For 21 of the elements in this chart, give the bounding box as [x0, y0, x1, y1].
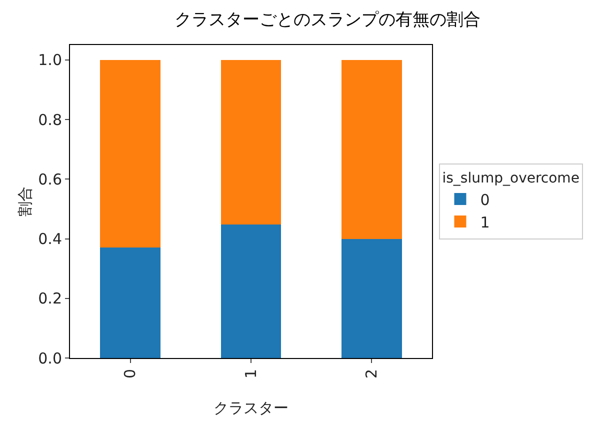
y-tick-label: 0.0 — [38, 349, 62, 368]
x-tick-label: 2 — [362, 369, 381, 379]
bar — [342, 60, 402, 239]
bar — [342, 238, 402, 358]
bar — [220, 60, 282, 224]
y-tick-label: 0.4 — [38, 230, 62, 248]
bar — [100, 247, 160, 358]
x-tick-label: 1 — [242, 369, 260, 379]
legend-title: is_slump_overcome — [442, 170, 580, 187]
y-tick-label: 0.2 — [38, 290, 62, 308]
legend-label: 1 — [480, 213, 490, 232]
bar — [100, 60, 160, 248]
chart-title: クラスターごとのスランプの有無の割合 — [174, 10, 480, 30]
x-axis-title: クラスター — [214, 399, 288, 417]
bar — [220, 224, 282, 358]
legend-label: 0 — [480, 190, 490, 209]
y-axis-title: 割合 — [16, 186, 34, 216]
y-tick-label: 0.8 — [38, 110, 62, 129]
y-tick-label: 1.0 — [38, 51, 62, 70]
x-tick-label: 0 — [121, 369, 140, 379]
y-tick-label: 0.6 — [38, 170, 62, 188]
